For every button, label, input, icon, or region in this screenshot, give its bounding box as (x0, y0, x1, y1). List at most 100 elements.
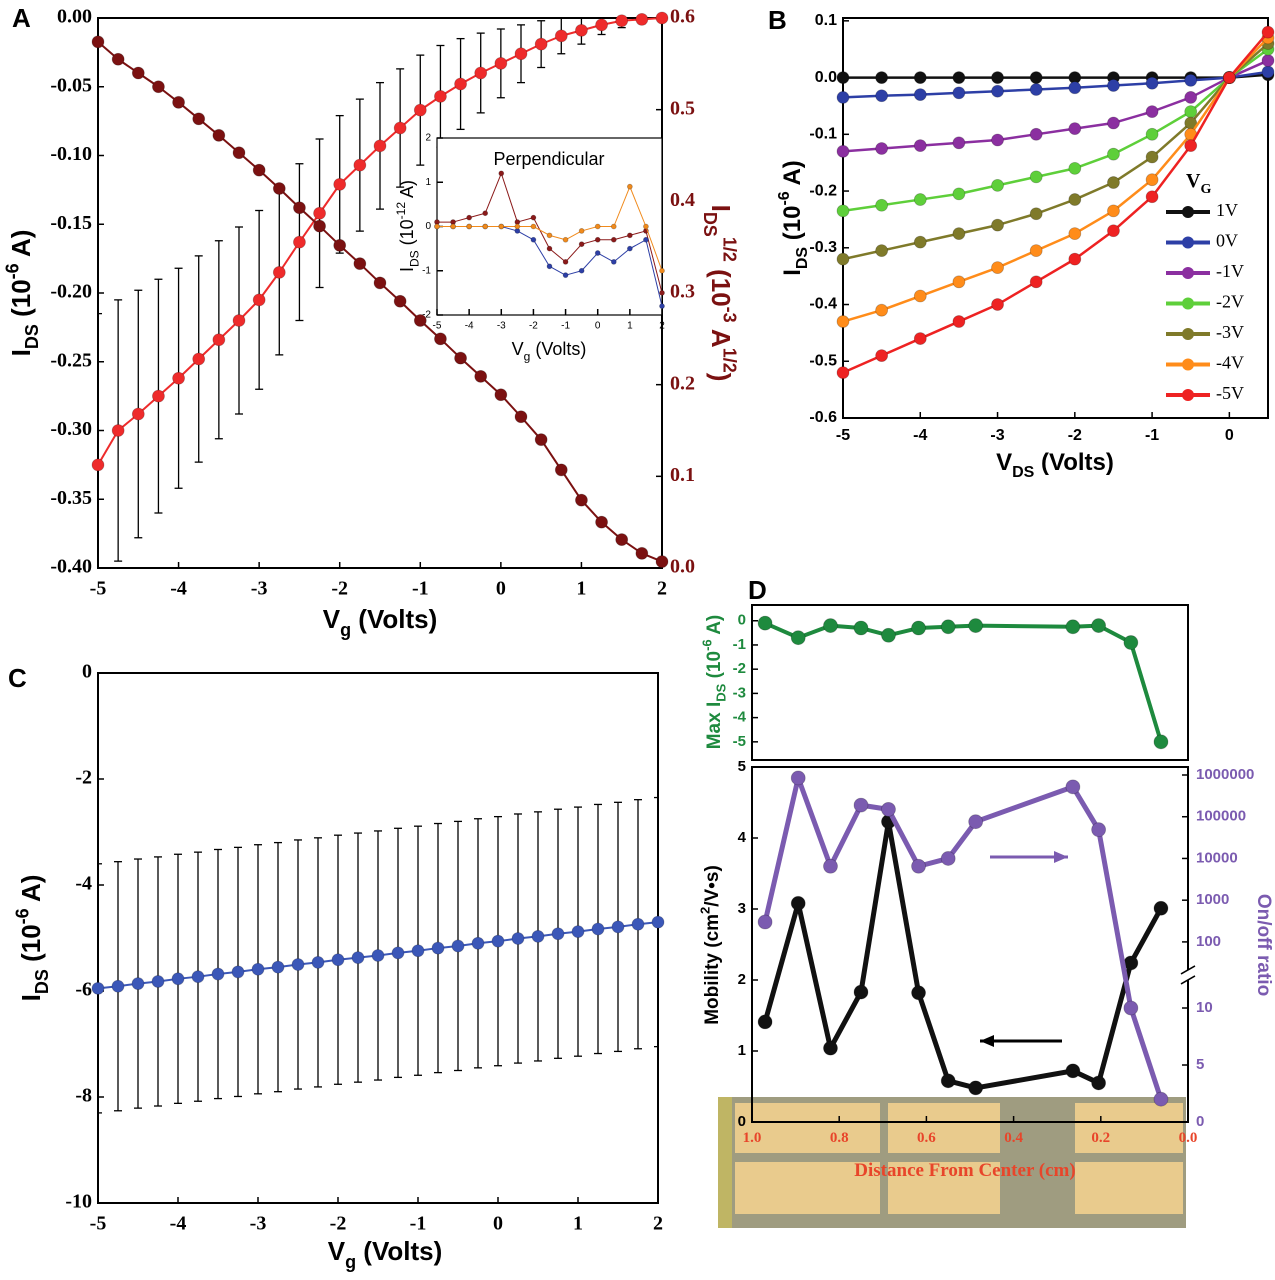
data-point (655, 11, 669, 25)
y-axis-label-part: A) (779, 160, 806, 191)
x-axis-label-part: V (512, 339, 524, 359)
data-point (952, 136, 966, 150)
y-tick-label: 0 (425, 221, 431, 232)
y-axis-label-part: DS (407, 250, 421, 267)
data-point (659, 267, 665, 274)
data-point (875, 303, 889, 317)
data-point (1145, 105, 1159, 119)
annotation-arrowhead (1054, 851, 1068, 863)
data-point (1068, 81, 1082, 95)
inset-title: Perpendicular (493, 149, 604, 169)
data-point (1153, 734, 1169, 750)
y-axis-label-part: (10 (397, 219, 417, 250)
data-point (968, 1080, 984, 1096)
y-tick-label: -3 (733, 684, 746, 701)
data-point (530, 214, 537, 221)
data-point (853, 984, 869, 1000)
y2-axis-label-part: -3 (720, 307, 740, 323)
data-point (836, 71, 850, 84)
x-tick-label: 0.4 (1004, 1130, 1023, 1146)
data-point (881, 801, 896, 817)
y-axis-label-part: DS (22, 324, 42, 349)
plot-frame (842, 17, 1269, 419)
data-point (1029, 207, 1043, 221)
data-point (591, 922, 605, 936)
y-tick-label: 5 (738, 758, 746, 775)
y2-tick-label: 0.1 (670, 464, 695, 486)
y2-tick-label: 0.4 (670, 189, 695, 211)
x-tick-label: 0.8 (830, 1130, 849, 1146)
y-tick-label: -4 (733, 709, 747, 726)
data-point (1145, 190, 1159, 204)
data-point (1184, 105, 1198, 119)
legend-label: -5V (1216, 383, 1244, 403)
photo-pad (888, 1103, 1000, 1153)
x-axis-label-part: g (524, 349, 531, 363)
series-line (764, 621, 1163, 743)
panel: 1.0 0.8 0.6 0.4 0.2 0.00123450510100100010000… (738, 758, 1255, 1146)
data-point (991, 84, 1004, 98)
y-axis-label-part: -12 (394, 202, 408, 220)
x-axis-label-part: g (345, 1252, 356, 1272)
x-tick-label: 2 (659, 321, 665, 332)
y-tick-label: -0.05 (50, 74, 92, 96)
y-axis-label-part: Max I (704, 702, 725, 750)
data-point (171, 972, 185, 986)
y-tick-label: -0.25 (50, 349, 92, 371)
data-point (353, 257, 367, 271)
x-tick-label: 2 (657, 578, 667, 600)
y2-axis-label-part: ) (706, 373, 736, 382)
x-tick-label: 0.6 (917, 1130, 936, 1146)
data-point (651, 915, 665, 929)
data-point (911, 858, 926, 874)
series-line (842, 36, 1269, 323)
y2-tick-label: 100000 (1196, 808, 1246, 825)
data-point (952, 275, 966, 289)
data-point (1145, 173, 1159, 187)
data-point (757, 914, 773, 930)
data-point (454, 77, 467, 91)
y-tick-label: -5 (733, 733, 746, 750)
x-tick-label: 1.0 (743, 1130, 762, 1146)
y2-tick-label: 1000 (1196, 891, 1229, 908)
data-point (1065, 1063, 1081, 1079)
y2-tick-label: 1000000 (1196, 766, 1254, 783)
data-point (293, 235, 306, 249)
series-line (842, 42, 1269, 261)
data-point (1107, 176, 1120, 189)
y-tick-label: 0 (82, 661, 92, 683)
data-point (952, 71, 966, 84)
data-point (615, 14, 629, 28)
y-tick-label: -0.20 (50, 281, 92, 303)
x-tick-label: -3 (250, 1213, 267, 1235)
legend-label: -3V (1216, 322, 1244, 342)
data-point (1065, 619, 1081, 635)
x-tick-label: -5 (90, 578, 107, 600)
data-point (1153, 900, 1169, 916)
data-point (291, 958, 305, 971)
data-point (91, 35, 105, 49)
y-axis-label-part: DS (794, 247, 811, 270)
data-point (1184, 139, 1198, 153)
x-axis-label-part: g (340, 620, 351, 640)
data-point (643, 236, 649, 243)
axis-break (1184, 969, 1192, 980)
x-axis-label-part: V (323, 604, 341, 634)
x-tick-label: 0.2 (1091, 1130, 1110, 1146)
legend-title-part: V (1186, 170, 1201, 192)
data-point (659, 289, 665, 296)
data-point (913, 235, 927, 249)
data-point (252, 293, 266, 307)
data-point (790, 770, 806, 786)
y-axis-label-part: A) (16, 875, 46, 909)
data-point (952, 315, 966, 328)
data-point (530, 223, 537, 230)
y2-axis-label-part: A (706, 323, 736, 348)
y-axis-label-part: DS (32, 969, 52, 994)
data-point (875, 349, 889, 362)
data-point (1091, 1075, 1107, 1091)
data-point (875, 244, 889, 258)
y-axis-label-part: /V•s) (702, 865, 723, 907)
data-point (1261, 25, 1275, 39)
data-point (91, 458, 105, 472)
